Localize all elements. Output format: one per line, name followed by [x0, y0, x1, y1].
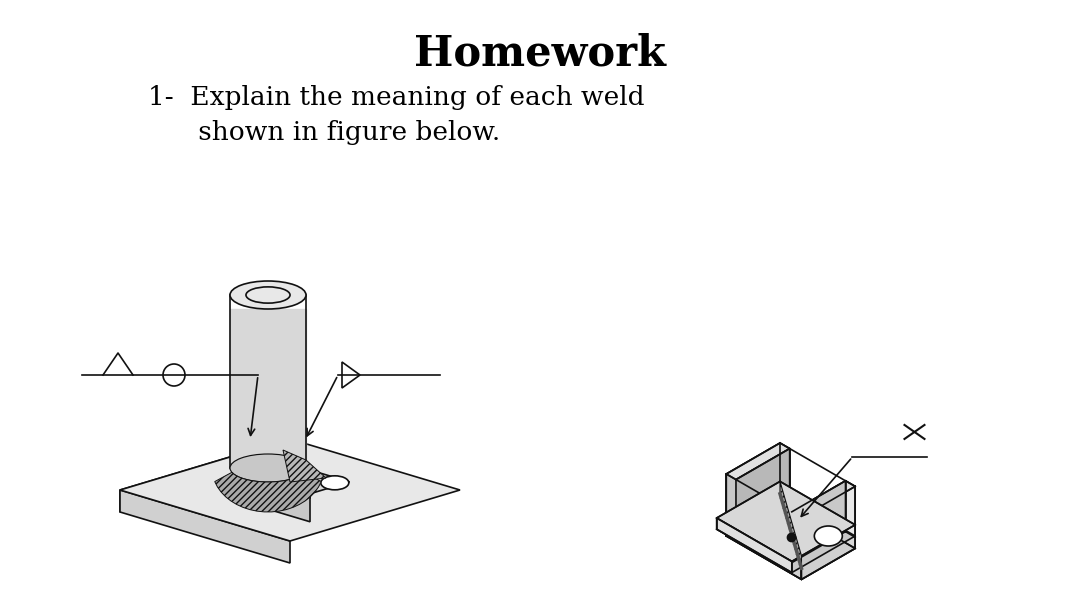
Polygon shape: [780, 482, 801, 568]
Ellipse shape: [230, 454, 306, 482]
Polygon shape: [727, 443, 780, 536]
Polygon shape: [727, 443, 789, 480]
Polygon shape: [717, 518, 792, 573]
Polygon shape: [735, 449, 789, 530]
Polygon shape: [270, 482, 310, 522]
Text: Homework: Homework: [414, 32, 666, 74]
Polygon shape: [735, 499, 846, 562]
Ellipse shape: [230, 281, 306, 309]
Polygon shape: [215, 472, 321, 512]
Polygon shape: [780, 443, 789, 499]
Polygon shape: [717, 492, 855, 573]
Polygon shape: [120, 439, 460, 541]
Polygon shape: [727, 474, 801, 579]
Polygon shape: [792, 481, 846, 562]
Polygon shape: [780, 494, 855, 548]
Ellipse shape: [321, 476, 349, 490]
Polygon shape: [230, 309, 306, 468]
Polygon shape: [846, 481, 855, 537]
Polygon shape: [792, 481, 855, 517]
Polygon shape: [270, 470, 350, 494]
Polygon shape: [120, 439, 291, 512]
Text: 1-  Explain the meaning of each weld: 1- Explain the meaning of each weld: [148, 85, 645, 110]
Polygon shape: [717, 482, 855, 561]
Polygon shape: [801, 486, 855, 579]
Polygon shape: [727, 505, 855, 579]
Text: shown in figure below.: shown in figure below.: [148, 120, 500, 145]
Ellipse shape: [814, 526, 842, 546]
Polygon shape: [283, 450, 326, 482]
Polygon shape: [120, 490, 291, 563]
Polygon shape: [270, 470, 310, 510]
